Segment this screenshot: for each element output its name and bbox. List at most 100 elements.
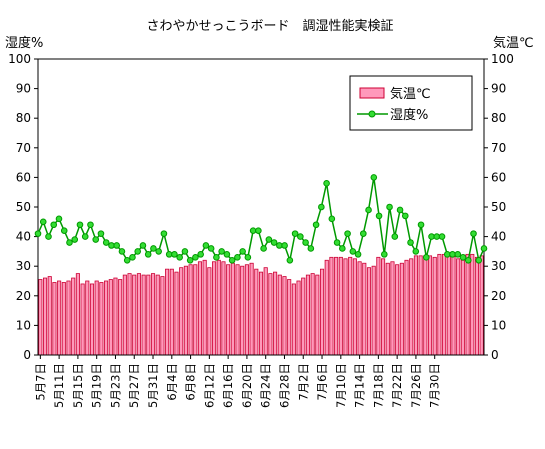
temperature-bar [277,274,282,356]
humidity-point [213,254,220,261]
y-tick-label-left: 10 [16,318,31,332]
x-tick-label: 7月10日 [334,363,348,408]
temperature-bar [310,273,315,356]
humidity-point [438,233,446,240]
humidity-point [391,233,399,240]
humidity-point [265,236,273,243]
legend-marker-humidity [368,110,376,118]
humidity-point [50,221,58,229]
humidity-point [244,254,252,261]
humidity-line [34,174,488,264]
y-axis-left-label: 湿度% [5,35,43,51]
humidity-point [34,230,42,237]
x-tick-label: 6月12日 [202,363,216,408]
humidity-point [45,233,52,240]
temperature-bar [376,256,381,356]
temperature-bar [470,253,475,356]
temperature-bar [108,279,113,356]
humidity-point [155,248,162,255]
y-tick-label-right: 0 [491,348,499,362]
x-tick-label: 7月2日 [296,363,310,401]
humidity-point [81,233,89,240]
humidity-point [339,245,346,252]
humidity-point [422,254,430,261]
x-tick-label: 6月4日 [165,363,179,401]
x-tick-label: 5月7日 [33,363,47,401]
humidity-point [113,242,121,249]
temperature-bar [301,277,306,356]
temperature-bar [409,258,414,356]
temperature-bar [287,279,292,356]
x-tick-label: 5月31日 [146,363,160,408]
temperature-bar [94,280,99,356]
temperature-bar [104,280,109,356]
temperature-bar [329,256,334,356]
chart-title: さわやかせっこうボード 調湿性能実検証 [146,18,393,34]
temperature-bar [61,282,66,356]
humidity-point [459,254,467,261]
humidity-point [381,251,388,258]
temperature-bar [395,264,400,356]
temperature-bar [216,259,221,356]
x-tick-label: 6月20日 [240,363,254,408]
humidity-point [297,233,304,240]
humidity-point [312,221,320,229]
temperature-bar [85,280,90,356]
humidity-point [386,203,393,211]
y-tick-label-left: 90 [16,82,31,96]
temperature-bar [197,261,203,356]
x-tick-label: 6月28日 [277,363,291,408]
temperature-bar [113,277,118,356]
humidity-point [365,206,372,214]
y-tick-label-right: 80 [491,111,506,125]
temperature-bar [89,283,95,356]
temperature-bar [230,262,235,356]
temperature-bar [282,276,287,356]
temperature-bar [127,273,132,356]
y-tick-label-left: 50 [16,200,31,214]
humidity-point [281,242,288,249]
x-tick-label: 5月19日 [90,363,104,408]
humidity-point [118,248,126,255]
legend-swatch-temperature [359,87,385,99]
temperature-bar [99,282,104,356]
temperature-bar [442,253,447,356]
temperature-bar [399,262,404,356]
legend-label-temperature: 気温℃ [390,86,431,102]
temperature-bar [352,258,357,356]
y-tick-label-right: 100 [491,52,514,66]
temperature-bar [188,264,193,356]
humidity-point [144,251,152,258]
temperature-bar [66,280,71,356]
humidity-point [333,239,341,246]
humidity-point [407,239,414,246]
humidity-point [354,251,362,258]
humidity-point [470,230,477,237]
temperature-bar [319,268,325,356]
temperature-bar [249,262,254,356]
temperature-bar [338,256,343,356]
humidity-point [129,254,136,261]
humidity-point [396,206,404,214]
humidity-point [291,230,299,237]
humidity-point [360,230,367,237]
y-tick-label-left: 100 [8,52,31,66]
y-tick-label-right: 70 [491,141,506,155]
temperature-bar [258,271,264,356]
temperature-bar [174,271,179,356]
x-tick-label: 7月14日 [353,363,367,408]
humidity-point [307,245,315,252]
temperature-bar [52,282,57,356]
temperature-bar [193,264,198,356]
temperature-bar [371,265,376,356]
temperature-bar [240,265,245,356]
x-tick-label: 7月26日 [409,363,423,408]
temperature-bar [296,280,301,356]
temperature-bar [155,274,160,356]
temperature-bar [80,283,85,356]
temperature-bars [38,253,484,356]
temperature-bar [324,259,329,356]
humidity-point [328,215,336,223]
